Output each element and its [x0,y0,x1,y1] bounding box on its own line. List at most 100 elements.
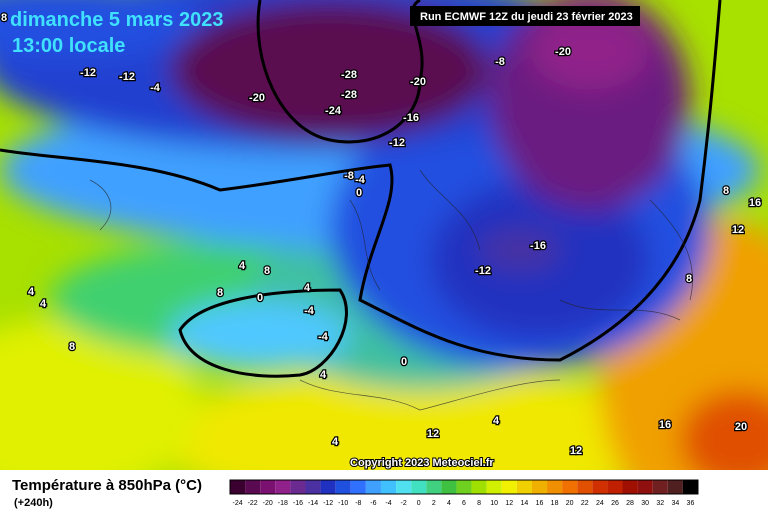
legend-tick: 30 [641,500,649,507]
legend-tick: -2 [400,500,406,507]
contour-label: -28 [341,89,357,101]
legend-swatch [667,480,683,494]
legend-swatch [380,480,397,494]
legend-tick: 16 [536,500,544,507]
legend-tick: -18 [278,500,288,507]
legend-tick: 36 [687,500,695,507]
contour-label: -16 [530,240,546,252]
legend-tick: 24 [596,500,604,507]
contour-label: -12 [389,137,405,149]
legend-tick: 26 [611,500,619,507]
legend-swatch [607,480,623,494]
legend-swatch [426,480,442,494]
legend-tick: -24 [232,500,242,507]
contour-label: 8 [723,185,729,197]
legend-tick: 10 [490,500,498,507]
contour-label: 16 [749,197,761,209]
legend-tick: -14 [308,500,318,507]
legend-tick: -12 [323,500,333,507]
contour-label: 4 [320,369,327,381]
contour-label: 0 [257,292,263,304]
legend-swatch [230,480,246,494]
contour-label: 4 [332,436,339,448]
legend-swatch [290,480,306,494]
legend-swatch [335,480,351,494]
contour-labels: 8-12 -12-4-20-28-28-24-20-16-12-8-20-8 -40… [0,11,762,459]
contour-label: -16 [403,112,419,124]
legend-swatch [486,480,502,494]
legend-tick: 6 [462,500,466,507]
contour-label: 20 [735,421,747,433]
legend-swatch [652,480,668,494]
contour-label: -4 [355,174,366,186]
contour-label: 4 [239,260,246,272]
legend-swatch [562,480,578,494]
legend-tick: -20 [263,500,273,507]
legend-tick: 12 [505,500,513,507]
contour-label: 0 [356,187,362,199]
contour-label: -20 [249,92,265,104]
legend-swatch [577,480,593,494]
contour-label: -8 [495,56,505,68]
legend-swatch [350,480,366,494]
legend-swatch [245,480,261,494]
legend-swatch [547,480,563,494]
legend-tick: -8 [355,500,361,507]
contour-label: 8 [686,273,692,285]
legend-swatch [396,480,412,494]
legend-swatch [516,480,532,494]
contour-label: 12 [732,224,744,236]
contour-label: -20 [410,76,426,88]
contour-label: 12 [570,445,582,457]
copyright: Copyright 2023 Meteociel.fr [350,457,494,469]
legend-swatch [637,480,653,494]
legend-tick: -10 [338,500,348,507]
contour-label: -24 [325,105,342,117]
contour-label: 12 [427,428,439,440]
contour-label: 4 [304,282,311,294]
contour-label: -4 [150,82,161,94]
corner-label: 8 [1,12,7,24]
contour-label: -4 [304,305,315,317]
footer-lead: (+240h) [14,497,53,509]
contour-label: 16 [659,419,671,431]
run-info: Run ECMWF 12Z du jeudi 23 février 2023 [420,11,633,23]
legend-tick: 28 [626,500,634,507]
forecast-time: 13:00 locale [12,35,125,57]
legend-swatch [471,480,487,494]
forecast-date: dimanche 5 mars 2023 [10,9,223,31]
legend-tick: -16 [293,500,303,507]
contour-label: 4 [493,415,500,427]
contour-label: 0 [401,356,407,368]
legend-tick: 14 [520,500,528,507]
legend-tick: 18 [551,500,559,507]
legend-swatch [275,480,291,494]
contour-label: -12 [475,265,491,277]
legend-tick: 32 [656,500,664,507]
contour-label: -8 [344,170,354,182]
contour-label: 8 [264,265,270,277]
contour-label: 4 [28,286,35,298]
legend-swatch [622,480,638,494]
legend-tick: 22 [581,500,589,507]
legend-tick: -22 [248,500,258,507]
legend-tick: 2 [432,500,436,507]
contour-label: -12 [80,67,96,79]
contour-label: -12 [119,71,135,83]
legend-swatch [411,480,427,494]
contour-label: -28 [341,69,357,81]
legend-swatch [320,480,336,494]
legend-tick: 0 [417,500,421,507]
legend-tick: -4 [385,500,391,507]
legend-frame [229,479,699,495]
legend-tick: 34 [671,500,679,507]
legend-swatch [260,480,276,494]
legend-swatch [501,480,517,494]
legend-swatch [531,480,548,494]
legend-swatch [365,480,381,494]
legend-tick: -6 [370,500,376,507]
run-box [410,6,640,26]
footer-title: Température à 850hPa (°C) [12,477,202,494]
